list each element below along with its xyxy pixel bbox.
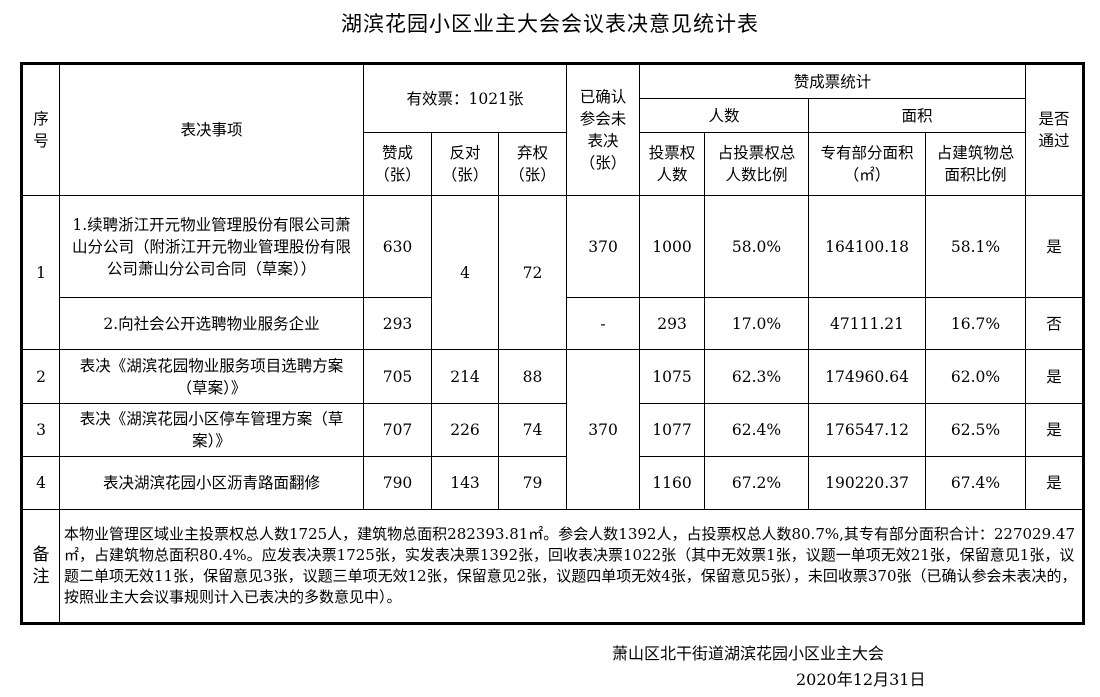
row-voters: 1160 <box>639 456 706 510</box>
row-voters: 1075 <box>639 349 706 404</box>
row-against: 4 <box>431 195 499 350</box>
table-row: 2 表决《湖滨花园物业服务项目选聘方案（草案）》 705 214 88 370 … <box>21 349 1085 510</box>
header-seq: 序号 <box>21 63 60 196</box>
header-for: 赞成（张） <box>363 132 432 196</box>
row-confirmed: 370 <box>566 349 641 510</box>
row-passed: 是 <box>1025 195 1085 298</box>
row-against: 226 <box>431 403 499 457</box>
row-item: 1.续聘浙江开元物业管理股份有限公司萧山分公司（附浙江开元物业管理股份有限公司萧… <box>59 195 364 298</box>
row-voters: 1077 <box>639 403 706 457</box>
row-voters-ratio: 62.4% <box>704 403 810 457</box>
row-area-ratio: 58.1% <box>925 195 1027 298</box>
row-item: 2.向社会公开选聘物业服务企业 <box>59 297 364 350</box>
row-abstain: 88 <box>497 349 568 404</box>
row-passed: 是 <box>1025 403 1085 457</box>
row-item: 表决湖滨花园小区沥青路面翻修 <box>59 456 364 510</box>
row-against: 143 <box>431 456 499 510</box>
row-area: 190220.37 <box>808 456 927 510</box>
row-voters-ratio: 58.0% <box>704 195 810 298</box>
table-row: 4 表决湖滨花园小区沥青路面翻修 790 143 79 1160 67.2% 1… <box>21 456 1085 510</box>
row-area-ratio: 62.0% <box>925 349 1027 404</box>
row-confirmed: - <box>566 297 641 350</box>
table-row: 3 表决《湖滨花园小区停车管理方案（草案）》 707 226 74 1077 6… <box>21 403 1085 457</box>
row-seq: 2 <box>21 349 60 404</box>
header-area-ratio: 占建筑物总面积比例 <box>925 132 1027 196</box>
row-voters-ratio: 17.0% <box>704 297 810 350</box>
row-seq: 3 <box>21 403 60 457</box>
row-area: 174960.64 <box>808 349 927 404</box>
table-row: 2.向社会公开选聘物业服务企业 293 - 293 17.0% 47111.21… <box>22 297 1085 350</box>
row-seq: 4 <box>21 456 60 510</box>
table-row: 1 1.续聘浙江开元物业管理股份有限公司萧山分公司（附浙江开元物业管理股份有限公… <box>21 195 1085 350</box>
row-for: 790 <box>363 456 432 510</box>
row-voters: 293 <box>639 297 706 350</box>
row-passed: 否 <box>1025 297 1085 350</box>
row-area-ratio: 67.4% <box>925 456 1027 510</box>
row-area-ratio: 62.5% <box>925 403 1027 457</box>
header-item: 表决事项 <box>59 63 364 196</box>
row-passed: 是 <box>1025 456 1085 510</box>
footer-date: 2020年12月31日 <box>796 670 926 689</box>
row-for: 293 <box>363 297 432 350</box>
row-abstain: 74 <box>497 403 568 457</box>
row-abstain: 72 <box>497 195 568 350</box>
header-area: 面积 <box>808 98 1027 133</box>
row-for: 707 <box>363 403 432 457</box>
page-title: 湖滨花园小区业主大会会议表决意见统计表 <box>341 12 759 36</box>
header-voters: 投票权人数 <box>639 132 706 196</box>
header-stats: 赞成票统计 <box>639 63 1027 99</box>
row-area: 176547.12 <box>808 403 927 457</box>
row-for: 705 <box>363 349 432 404</box>
row-item: 表决《湖滨花园小区停车管理方案（草案）》 <box>59 403 364 457</box>
row-voters: 1000 <box>639 195 706 298</box>
row-voters-ratio: 62.3% <box>704 349 810 404</box>
note-text: 本物业管理区域业主投票权总人数1725人，建筑物总面积282393.81㎡。参会… <box>58 509 1085 624</box>
row-against: 214 <box>431 349 499 404</box>
row-area: 164100.18 <box>808 195 927 298</box>
row-area-ratio: 16.7% <box>925 297 1027 350</box>
row-abstain: 79 <box>497 456 568 510</box>
header-people: 人数 <box>639 98 810 133</box>
header-passed: 是否通过 <box>1025 63 1085 196</box>
row-for: 630 <box>363 195 432 298</box>
header-voters-ratio: 占投票权总人数比例 <box>704 132 810 196</box>
row-voters-ratio: 67.2% <box>704 456 810 510</box>
header-valid-votes: 有效票：1021张 <box>362 63 568 133</box>
header-abstain: 弃权（张） <box>497 132 568 196</box>
row-confirmed: 370 <box>566 195 641 298</box>
header-confirmed: 已确认参会未表决（张） <box>566 63 641 196</box>
note-row: 备注 本物业管理区域业主投票权总人数1725人，建筑物总面积282393.81㎡… <box>21 509 1085 624</box>
row-passed: 是 <box>1025 349 1085 404</box>
row-item: 表决《湖滨花园物业服务项目选聘方案（草案）》 <box>59 349 364 404</box>
footer-organization: 萧山区北干街道湖滨花园小区业主大会 <box>612 644 885 663</box>
note-label: 备注 <box>21 509 60 624</box>
vote-result-table: 序号 表决事项 有效票：1021张 已确认参会未表决（张） 赞成票统计 是否通过… <box>20 62 1086 625</box>
row-area: 47111.21 <box>808 297 927 350</box>
header-private-area: 专有部分面积（㎡） <box>808 132 927 196</box>
header-against: 反对（张） <box>431 132 499 196</box>
row-seq: 1 <box>21 195 60 350</box>
